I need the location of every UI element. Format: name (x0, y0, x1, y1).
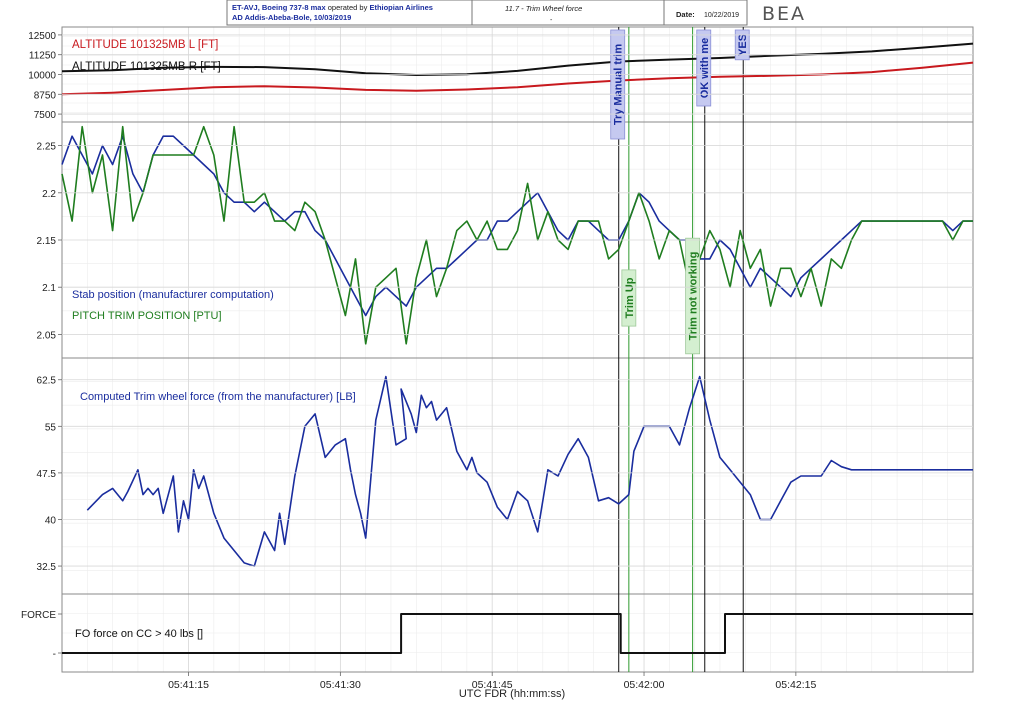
x-tick-label: 05:42:00 (624, 679, 665, 691)
marker-text: Trim Up (624, 277, 636, 318)
marker-box (610, 29, 626, 140)
x-tick-label: 05:41:30 (320, 679, 361, 691)
y-tick-label: 47.5 (37, 469, 57, 480)
y-tick-label: 32.5 (37, 562, 57, 573)
legends: ALTITUDE 101325MB L [FT] ALTITUDE 101325… (72, 39, 356, 640)
marker-label: Trim Up (621, 269, 637, 327)
y-tick-label: - (53, 649, 56, 660)
y-tick-label: 62.5 (37, 376, 57, 387)
header-aircraft: ET-AVJ, Boeing 737-8 max (232, 3, 326, 12)
x-tick-label: 05:41:45 (472, 679, 513, 691)
marker-text: Try Manual trim (613, 44, 625, 126)
marker-box (621, 269, 637, 327)
y-tick-label: 2.1 (42, 283, 56, 294)
legend-fo-force: FO force on CC > 40 lbs [] (75, 628, 203, 640)
y-tick-label: 8750 (34, 90, 57, 101)
marker-label: Try Manual trim (610, 29, 626, 140)
header-operated-by: operated by (326, 3, 370, 12)
chart-title: 11.7 - Trim Wheel force (505, 4, 582, 13)
bea-logo: BEA (762, 3, 806, 25)
marker-text: OK with me (699, 38, 711, 99)
series-line-2-2 (61, 125, 973, 345)
svg-text:ET-AVJ, Boeing 737-8 max opera: ET-AVJ, Boeing 737-8 max operated by Eth… (232, 3, 433, 12)
y-tick-label: FORCE (21, 610, 56, 621)
marker-box (696, 29, 712, 107)
legend-altitude-l: ALTITUDE 101325MB L [FT] (72, 39, 218, 51)
date-value: 10/22/2019 (704, 12, 739, 19)
marker-text: YES (737, 34, 749, 56)
legend-trim-wheel-force: Computed Trim wheel force (from the manu… (80, 391, 356, 403)
y-tick-label: 7500 (34, 110, 57, 121)
series-line-4-1 (62, 613, 973, 654)
header-dash: - (550, 17, 553, 24)
header-box: ET-AVJ, Boeing 737-8 max operated by Eth… (226, 0, 748, 26)
marker-box (685, 237, 701, 355)
series-line-2-1 (61, 135, 973, 317)
y-tick-label: 10000 (28, 71, 56, 82)
x-axis-label: UTC FDR (hh:mm:ss) (459, 688, 565, 700)
y-tick-label: 55 (45, 422, 57, 433)
panel-frame (61, 593, 974, 673)
marker-label: YES (734, 29, 750, 61)
legend-stab-position: Stab position (manufacturer computation) (72, 289, 274, 301)
x-tick-label: 05:42:15 (775, 679, 816, 691)
marker-label: OK with me (696, 29, 712, 107)
header-airline: Ethiopian Airlines (369, 3, 432, 12)
date-label: Date: (676, 10, 695, 19)
x-tick-label: 05:41:15 (168, 679, 209, 691)
marker-box (734, 29, 750, 61)
y-tick-label: 11250 (29, 51, 57, 62)
header-location: AD Addis-Abeba-Bole, 10/03/2019 (232, 13, 351, 22)
marker-label: Trim not working (685, 237, 701, 355)
y-tick-label: 2.15 (37, 236, 57, 247)
legend-altitude-r: ALTITUDE 101325MB R [FT] (72, 61, 221, 73)
y-tick-label: 2.2 (42, 189, 56, 200)
y-tick-label: 40 (45, 515, 57, 526)
y-tick-label: 12500 (28, 31, 56, 42)
legend-pitch-trim: PITCH TRIM POSITION [PTU] (72, 310, 222, 322)
marker-text: Trim not working (688, 252, 700, 341)
y-tick-label: 2.25 (37, 142, 57, 153)
series-line-1-2 (61, 42, 974, 76)
y-tick-label: 2.05 (37, 330, 57, 341)
